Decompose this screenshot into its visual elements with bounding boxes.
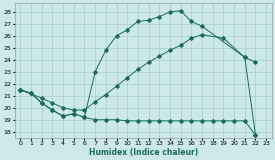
X-axis label: Humidex (Indice chaleur): Humidex (Indice chaleur): [89, 148, 198, 156]
